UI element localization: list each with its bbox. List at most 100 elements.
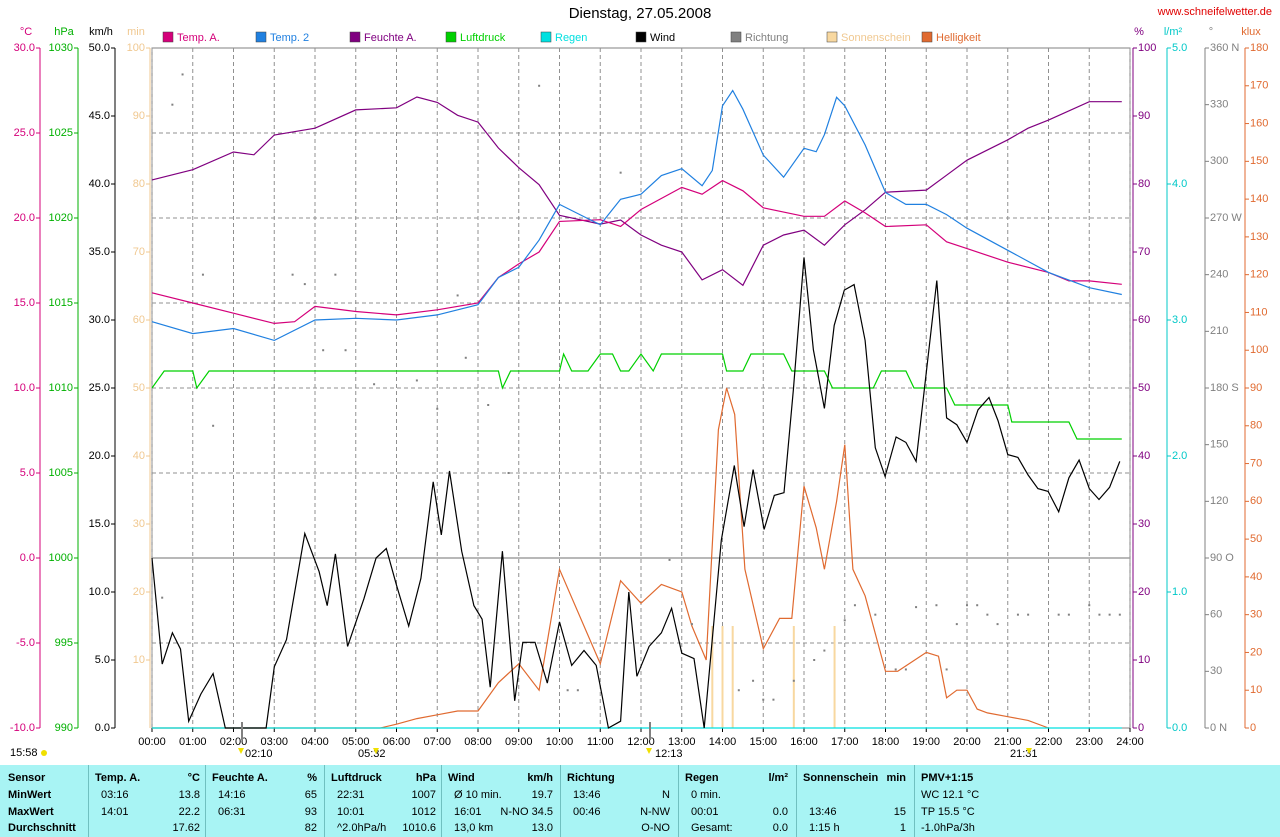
column-separator xyxy=(560,765,561,837)
source: www.schneifelwetter.de xyxy=(1157,6,1272,18)
direction-dot xyxy=(996,623,999,626)
y-tick-label: 360 N xyxy=(1210,42,1239,54)
cell-value: 82 xyxy=(304,822,317,834)
direction-dot xyxy=(853,604,856,607)
cell-time: 0 min. xyxy=(691,789,721,801)
y-tick-label: 50 xyxy=(1138,382,1150,394)
direction-dot xyxy=(792,679,795,682)
x-tick-label: 18:00 xyxy=(872,736,900,748)
cell-value: 22.2 xyxy=(178,806,200,818)
column-title: PMV+1:15 xyxy=(921,772,974,784)
legend-label: Temp. A. xyxy=(177,32,220,44)
legend-label: Wind xyxy=(650,32,675,44)
direction-dot xyxy=(1057,613,1060,616)
cell-value: 0.0 xyxy=(772,822,788,834)
direction-dot xyxy=(823,649,826,652)
y-tick-label: 10.0 xyxy=(89,586,110,598)
y-tick-label: 5.0 xyxy=(1172,42,1187,54)
x-tick-label: 13:00 xyxy=(668,736,696,748)
y-tick-label: 1005 xyxy=(49,467,73,479)
direction-dot xyxy=(576,689,579,692)
column-unit: hPa xyxy=(415,772,436,784)
direction-dot xyxy=(772,698,775,701)
cell: Durchschnitt xyxy=(8,822,76,834)
cell-time: Gesamt: xyxy=(691,822,733,834)
x-tick-label: 19:00 xyxy=(912,736,940,748)
axis-unit: hPa xyxy=(54,26,74,38)
x-tick-label: 14:00 xyxy=(709,736,737,748)
y-tick-label: 1015 xyxy=(49,297,73,309)
y-tick-label: 25.0 xyxy=(89,382,110,394)
y-tick-label: 5.0 xyxy=(95,654,110,666)
legend-label: Temp. 2 xyxy=(270,32,309,44)
y-tick-label: 0.0 xyxy=(1172,722,1187,734)
axis-unit: l/m² xyxy=(1164,26,1183,38)
y-tick-label: 15.0 xyxy=(14,297,35,309)
direction-dot xyxy=(915,606,918,609)
y-tick-label: 20 xyxy=(1250,646,1262,658)
chart: Dienstag, 27.05.2008 www.schneifelwetter… xyxy=(10,5,1272,760)
cell-value: 15 xyxy=(893,806,906,818)
series-line xyxy=(151,96,1122,287)
y-tick-label: 80 xyxy=(1138,178,1150,190)
column-unit: % xyxy=(307,772,317,784)
x-tick-label: 06:00 xyxy=(383,736,411,748)
direction-dot xyxy=(487,404,490,406)
x-tick-label: 22:00 xyxy=(1035,736,1063,748)
x-tick-label: 03:00 xyxy=(260,736,288,748)
cell-value: 1012 xyxy=(411,806,436,818)
direction-dot xyxy=(762,698,765,701)
y-tick-label: -10.0 xyxy=(10,722,35,734)
cell-time: 14:16 xyxy=(218,789,246,801)
legend-swatch xyxy=(445,31,457,43)
y-tick-label: 140 xyxy=(1250,193,1268,205)
x-tick-label: 15:00 xyxy=(749,736,777,748)
direction-dot xyxy=(1067,613,1070,616)
y-tick-label: 300 xyxy=(1210,155,1228,167)
column-separator xyxy=(441,765,442,837)
direction-dot xyxy=(344,349,347,352)
column-unit: min xyxy=(886,772,906,784)
legend-label: Regen xyxy=(555,32,587,44)
direction-dot xyxy=(1118,613,1121,616)
y-tick-label: 1030 xyxy=(49,42,73,54)
cell-time: 22:31 xyxy=(337,789,365,801)
y-tick-label: 30 xyxy=(1138,518,1150,530)
y-tick-label: 180 S xyxy=(1210,382,1239,394)
direction-dot xyxy=(334,273,337,276)
cell: MaxWert xyxy=(8,806,54,818)
series-line xyxy=(151,179,1122,325)
legend-swatch xyxy=(540,31,552,43)
direction-dot xyxy=(986,613,989,616)
y-tick-label: 180 xyxy=(1250,42,1268,54)
cell-value: 1010.6 xyxy=(402,822,436,834)
y-tick-label: 70 xyxy=(1138,246,1150,258)
legend-label: Luftdruck xyxy=(460,32,506,44)
direction-dot xyxy=(322,349,325,352)
direction-dot xyxy=(668,558,671,561)
x-tick-label: 08:00 xyxy=(464,736,492,748)
cell-value: 17.62 xyxy=(172,822,200,834)
axis-unit: °C xyxy=(20,26,32,38)
y-tick-label: 15.0 xyxy=(89,518,110,530)
y-tick-label: 60 xyxy=(1250,495,1262,507)
y-tick-label: 100 xyxy=(1138,42,1156,54)
direction-dot xyxy=(737,689,740,692)
x-tick-label: 07:00 xyxy=(423,736,451,748)
cell-value: 19.7 xyxy=(531,789,553,801)
time-marker: 12:13 xyxy=(655,748,683,760)
cell-value: 13.0 xyxy=(531,822,553,834)
axis-unit: ° xyxy=(1209,26,1213,38)
y-tick-label: 150 xyxy=(1210,439,1228,451)
y-tick-label: 70 xyxy=(1250,457,1262,469)
direction-dot xyxy=(945,668,948,671)
y-tick-label: 10 xyxy=(133,654,145,666)
direction-dot xyxy=(1088,604,1091,607)
y-tick-label: 70 xyxy=(133,246,145,258)
legend-swatch xyxy=(162,31,174,43)
y-tick-label: 90 xyxy=(1138,110,1150,122)
sunshine-bar xyxy=(792,626,795,728)
legend-label: Feuchte A. xyxy=(364,32,417,44)
legend-swatch xyxy=(349,31,361,43)
y-tick-label: -5.0 xyxy=(16,637,35,649)
